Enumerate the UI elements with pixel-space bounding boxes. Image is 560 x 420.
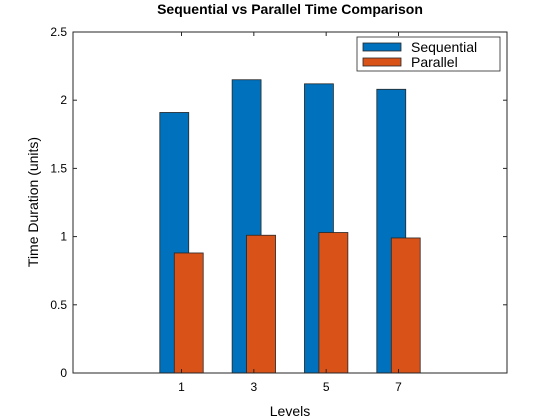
legend-swatch-sequential xyxy=(362,42,402,52)
bar-parallel-1 xyxy=(173,252,204,374)
x-axis-label: Levels xyxy=(270,403,310,419)
legend-swatch-parallel xyxy=(362,57,402,67)
x-tick-label: 5 xyxy=(323,380,330,394)
y-tick-label: 0.5 xyxy=(50,298,67,312)
y-tick-label: 0 xyxy=(60,366,67,380)
y-axis: 0 0.5 1 1.5 2 2.5 xyxy=(50,25,507,380)
x-tick-label: 3 xyxy=(250,380,257,394)
bars-group xyxy=(159,79,421,374)
x-axis: 1 3 5 7 xyxy=(178,32,402,394)
plot-frame xyxy=(72,31,508,374)
y-axis-label: Time Duration (units) xyxy=(25,137,41,267)
y-tick-label: 1.5 xyxy=(50,161,67,175)
legend-label-sequential: Sequential xyxy=(411,39,477,55)
y-tick-label: 1 xyxy=(60,230,67,244)
x-tick-label: 1 xyxy=(178,380,185,394)
chart-title: Sequential vs Parallel Time Comparison xyxy=(157,1,423,17)
y-tick-label: 2.5 xyxy=(50,25,67,39)
bar-parallel-5 xyxy=(318,232,349,374)
y-tick-label: 2 xyxy=(60,93,67,107)
bar-parallel-7 xyxy=(390,237,421,374)
x-tick-label: 7 xyxy=(395,380,402,394)
bar-parallel-3 xyxy=(246,234,276,374)
legend-label-parallel: Parallel xyxy=(411,54,458,70)
